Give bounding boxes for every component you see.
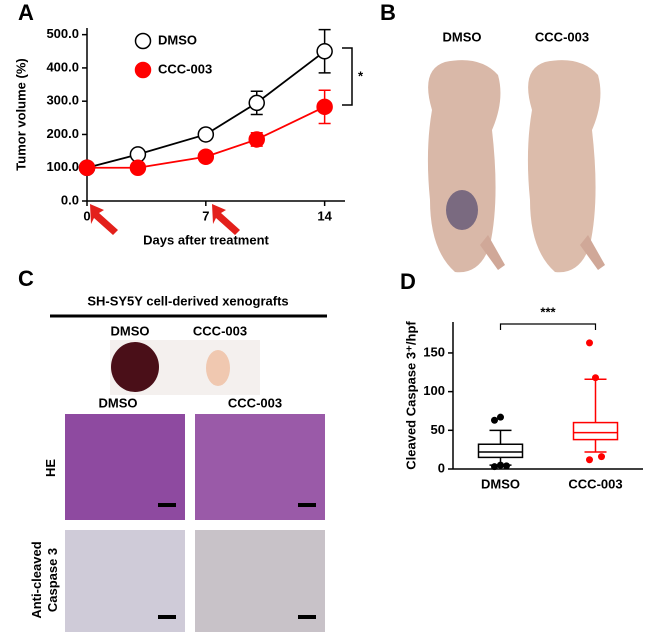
y-tick-label: 400.0	[46, 59, 79, 74]
x-axis-label: Days after treatment	[143, 232, 269, 247]
outlier	[586, 339, 593, 347]
x-tick-label: 7	[202, 208, 209, 223]
significance-bracket	[342, 47, 353, 106]
panel-letter: C	[18, 266, 34, 291]
whisker-low	[584, 439, 607, 453]
outlier	[598, 453, 605, 461]
marker	[316, 43, 333, 60]
significance-bracket	[499, 323, 597, 330]
he-image	[195, 414, 325, 520]
marker	[129, 159, 147, 176]
x-tick-label: DMSO	[481, 476, 520, 491]
mouse-label: DMSO	[443, 29, 482, 44]
x-tick-label: CCC-003	[568, 476, 622, 491]
mouse-label: CCC-003	[535, 29, 589, 44]
marker	[248, 131, 265, 148]
legend-marker	[134, 61, 152, 79]
row-label-line: HE	[43, 459, 58, 477]
x-tick-label: 14	[317, 208, 332, 223]
box	[477, 443, 524, 459]
column-label: DMSO	[99, 395, 138, 410]
y-tick-label: 50	[431, 422, 445, 437]
panel-letter: D	[400, 269, 416, 294]
legend-marker	[134, 32, 152, 50]
outlier	[592, 374, 599, 382]
annotation: ***	[540, 304, 556, 319]
y-tick-label: 300.0	[46, 93, 79, 108]
marker	[197, 126, 215, 143]
scale-bars	[158, 503, 316, 619]
treatment-arrows	[90, 204, 240, 235]
marker	[248, 94, 265, 112]
y-tick-label: 150	[423, 344, 445, 359]
outlier	[497, 413, 504, 421]
marker	[316, 98, 333, 116]
row-label: Anti-cleavedCaspase 3	[29, 541, 60, 618]
outlier	[491, 463, 498, 471]
whisker-high	[584, 378, 607, 423]
outlier	[497, 461, 504, 469]
outlier	[586, 456, 593, 464]
tumor-label: CCC-003	[193, 323, 247, 338]
panel-title: SH-SY5Y cell-derived xenografts	[87, 293, 288, 308]
column-label: CCC-003	[228, 395, 282, 410]
row-label-line: Caspase 3	[45, 548, 60, 612]
marker	[78, 159, 96, 176]
tumor-photo	[111, 342, 159, 392]
panel-letter: A	[18, 0, 34, 25]
whisker-high	[489, 429, 512, 445]
tumor-label: DMSO	[111, 323, 150, 338]
he-image	[65, 414, 185, 520]
marker	[197, 148, 215, 166]
mouse-photo	[527, 60, 605, 273]
y-axis-label: Tumor volume (%)	[13, 58, 28, 170]
y-tick-label: 500.0	[46, 26, 79, 41]
box	[572, 421, 619, 441]
row-label: HE	[43, 459, 58, 477]
tumor-photo	[206, 350, 230, 386]
y-tick-label: 100.0	[46, 159, 79, 174]
annotation: *	[358, 68, 364, 83]
y-tick-label: 200.0	[46, 126, 79, 141]
outlier	[491, 416, 498, 424]
y-tick-label: 0	[438, 460, 445, 475]
y-tick-label: 0.0	[61, 192, 79, 207]
legend-label: DMSO	[158, 32, 197, 47]
y-tick-label: 100	[423, 383, 445, 398]
panel-letter: B	[380, 0, 396, 25]
outlier	[503, 462, 510, 470]
x-tick-label: 0	[83, 208, 90, 223]
mouse-photo	[427, 60, 505, 273]
row-label-line: Anti-cleaved	[29, 541, 44, 618]
y-axis-label: Cleaved Caspase 3⁺/hpf	[403, 321, 418, 470]
legend-label: CCC-003	[158, 61, 212, 76]
